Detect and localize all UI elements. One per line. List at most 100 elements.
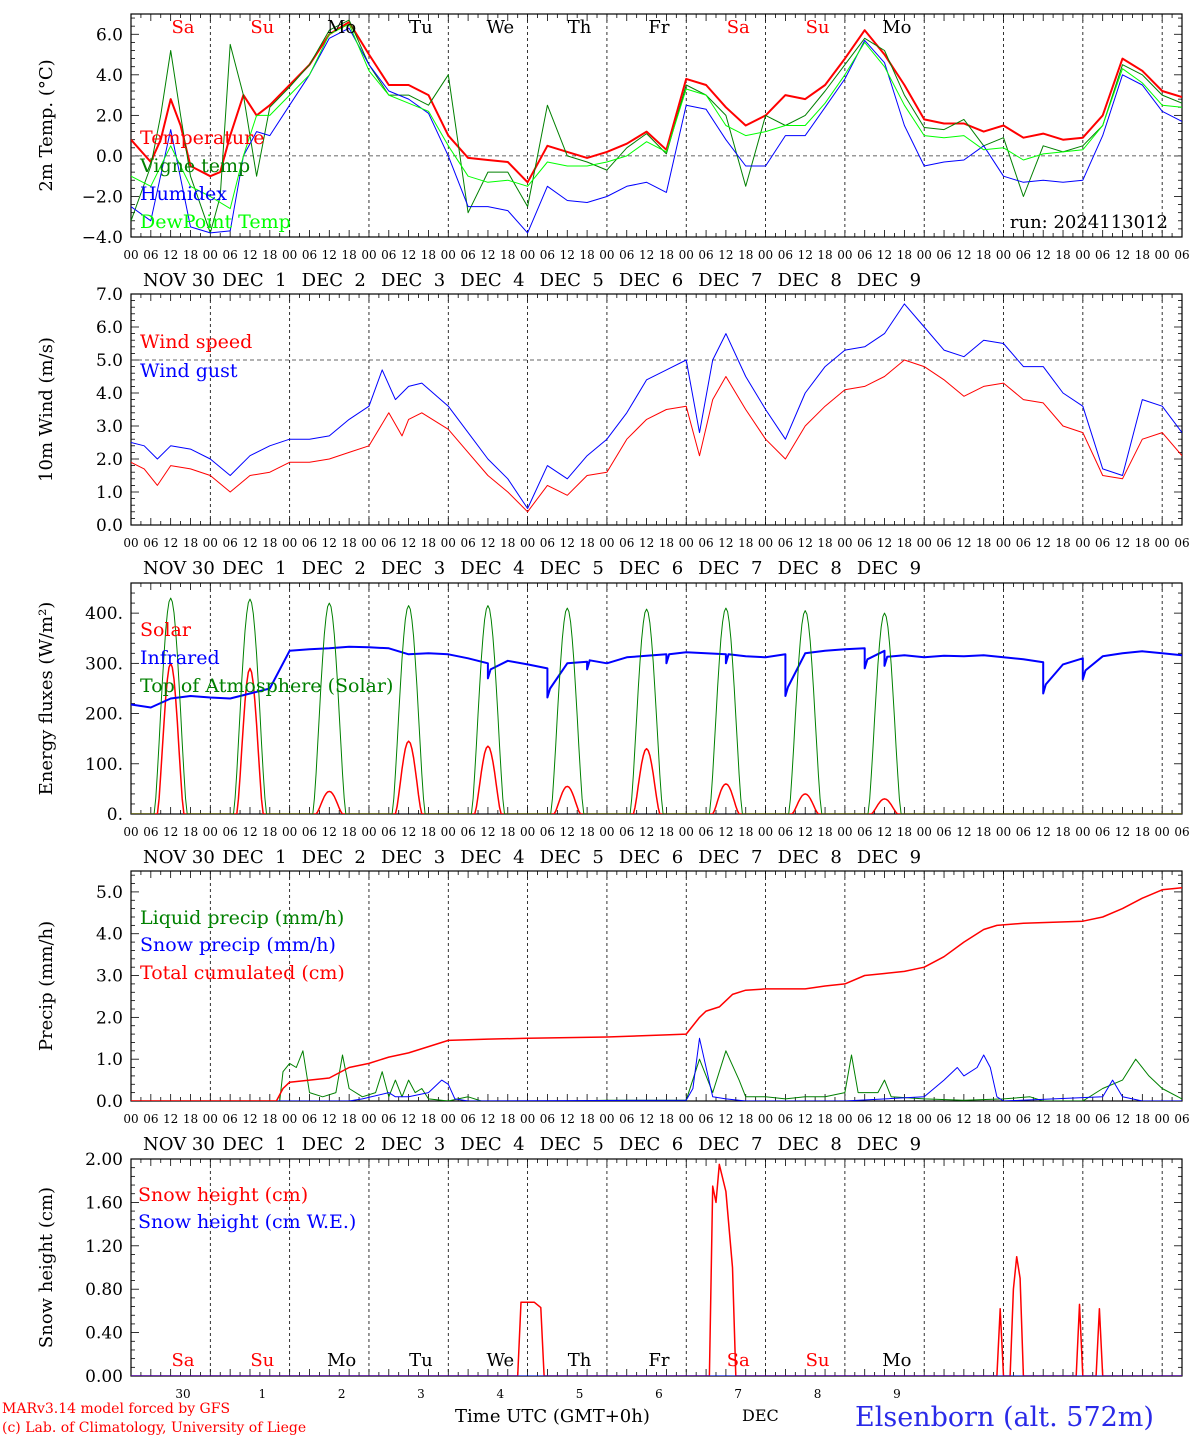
station-name: Elsenborn (alt. 572m) xyxy=(855,1402,1154,1433)
day-of-week-label: Mo xyxy=(882,1350,911,1371)
y-tick-label: 6.0 xyxy=(96,318,123,338)
hour-tick-label: 00 xyxy=(361,825,376,839)
date-label: DEC 9 xyxy=(857,847,921,868)
day-of-week-label: Th xyxy=(568,1350,592,1371)
hour-tick-label: 12 xyxy=(718,1112,733,1126)
hour-tick-label: 06 xyxy=(223,825,238,839)
day-of-week-label: Mo xyxy=(882,17,911,38)
hour-tick-label: 00 xyxy=(837,248,852,262)
hour-tick-label: 00 xyxy=(996,248,1011,262)
hour-tick-label: 06 xyxy=(936,536,951,550)
legend-infrared: Infrared xyxy=(140,647,220,669)
hour-tick-label: 06 xyxy=(1016,1112,1031,1126)
hour-tick-label: 18 xyxy=(183,825,198,839)
date-label: DEC 3 xyxy=(381,1134,445,1155)
hour-tick-label: 18 xyxy=(1055,1112,1070,1126)
hour-tick-label: 12 xyxy=(401,248,416,262)
hour-tick-label: 18 xyxy=(817,248,832,262)
hour-tick-label: 12 xyxy=(1036,248,1051,262)
hour-tick-label: 12 xyxy=(401,536,416,550)
hour-tick-label: 12 xyxy=(798,536,813,550)
hour-tick-label: 06 xyxy=(857,248,872,262)
hour-tick-label: 18 xyxy=(817,1112,832,1126)
hour-tick-label: 06 xyxy=(1174,825,1189,839)
hour-tick-label: 06 xyxy=(143,825,158,839)
hour-tick-label: 18 xyxy=(500,825,515,839)
day-number-label: 1 xyxy=(259,1387,267,1400)
date-label: DEC 3 xyxy=(381,270,445,291)
hour-tick-label: 06 xyxy=(540,825,555,839)
hour-tick-label: 12 xyxy=(798,825,813,839)
date-label: DEC 4 xyxy=(460,847,524,868)
hour-tick-label: 18 xyxy=(1135,536,1150,550)
plot-frame xyxy=(130,582,1183,815)
hour-tick-label: 06 xyxy=(1174,248,1189,262)
hour-tick-label: 06 xyxy=(381,248,396,262)
hour-tick-label: 18 xyxy=(897,248,912,262)
hour-tick-label: 00 xyxy=(837,1112,852,1126)
day-of-week-label: Su xyxy=(806,1350,830,1371)
hour-tick-label: 06 xyxy=(1016,825,1031,839)
hour-tick-label: 00 xyxy=(123,248,138,262)
hour-tick-label: 00 xyxy=(837,536,852,550)
hour-tick-label: 18 xyxy=(897,825,912,839)
hour-tick-label: 12 xyxy=(718,825,733,839)
day-of-week-label: Su xyxy=(250,1350,274,1371)
hour-tick-label: 00 xyxy=(123,536,138,550)
hour-tick-label: 18 xyxy=(421,825,436,839)
hour-tick-label: 00 xyxy=(361,1112,376,1126)
run-label: run: 2024113012 xyxy=(1010,212,1168,233)
hour-tick-label: 00 xyxy=(361,248,376,262)
hour-tick-label: 18 xyxy=(738,1112,753,1126)
y-tick-label: 3.0 xyxy=(96,417,123,437)
date-label: DEC 3 xyxy=(381,558,445,579)
hour-tick-label: 00 xyxy=(1075,248,1090,262)
model-credit: MARv3.14 model forced by GFS xyxy=(2,1401,231,1417)
hour-tick-label: 00 xyxy=(282,1112,297,1126)
hour-tick-label: 00 xyxy=(441,536,456,550)
hour-tick-label: 06 xyxy=(381,825,396,839)
hour-tick-label: 12 xyxy=(480,1112,495,1126)
legend-vigne-temp: Vigne temp xyxy=(139,155,250,177)
y-tick-label: 0.0 xyxy=(96,147,123,167)
hour-tick-label: 18 xyxy=(897,536,912,550)
plot-frame xyxy=(130,293,1183,526)
hour-tick-label: 00 xyxy=(203,1112,218,1126)
hour-tick-label: 18 xyxy=(817,825,832,839)
day-of-week-label: Sa xyxy=(727,17,750,38)
month-label: DEC xyxy=(742,1406,779,1425)
day-number-label: 6 xyxy=(655,1387,663,1400)
hour-tick-label: 12 xyxy=(718,536,733,550)
hour-tick-label: 18 xyxy=(500,536,515,550)
day-number-label: 4 xyxy=(496,1387,504,1400)
hour-tick-label: 18 xyxy=(897,1112,912,1126)
hour-tick-label: 12 xyxy=(322,248,337,262)
hour-tick-label: 12 xyxy=(1036,1112,1051,1126)
date-label: DEC 8 xyxy=(778,847,842,868)
hour-tick-label: 00 xyxy=(520,248,535,262)
hour-tick-label: 18 xyxy=(976,1112,991,1126)
date-label: DEC 7 xyxy=(698,270,762,291)
y-tick-label: 100. xyxy=(85,755,123,775)
y-tick-label: 4.0 xyxy=(96,384,123,404)
hour-tick-label: 06 xyxy=(460,248,475,262)
hour-tick-label: 06 xyxy=(143,536,158,550)
hour-tick-label: 12 xyxy=(322,1112,337,1126)
hour-tick-label: 06 xyxy=(936,825,951,839)
legend-wind-speed: Wind speed xyxy=(140,331,252,353)
date-label: DEC 9 xyxy=(857,558,921,579)
legend-solar: Solar xyxy=(140,619,192,641)
hour-tick-label: 00 xyxy=(441,825,456,839)
hour-tick-label: 00 xyxy=(599,825,614,839)
hour-tick-label: 00 xyxy=(282,248,297,262)
hour-tick-label: 06 xyxy=(302,1112,317,1126)
y-tick-label: 400. xyxy=(85,604,123,624)
date-label: DEC 7 xyxy=(698,558,762,579)
hour-tick-label: 12 xyxy=(480,825,495,839)
hour-tick-label: 00 xyxy=(520,1112,535,1126)
hour-tick-label: 06 xyxy=(302,536,317,550)
hour-tick-label: 06 xyxy=(1095,536,1110,550)
hour-tick-label: 06 xyxy=(698,1112,713,1126)
hour-tick-label: 00 xyxy=(758,1112,773,1126)
y-tick-label: 5.0 xyxy=(96,883,123,903)
